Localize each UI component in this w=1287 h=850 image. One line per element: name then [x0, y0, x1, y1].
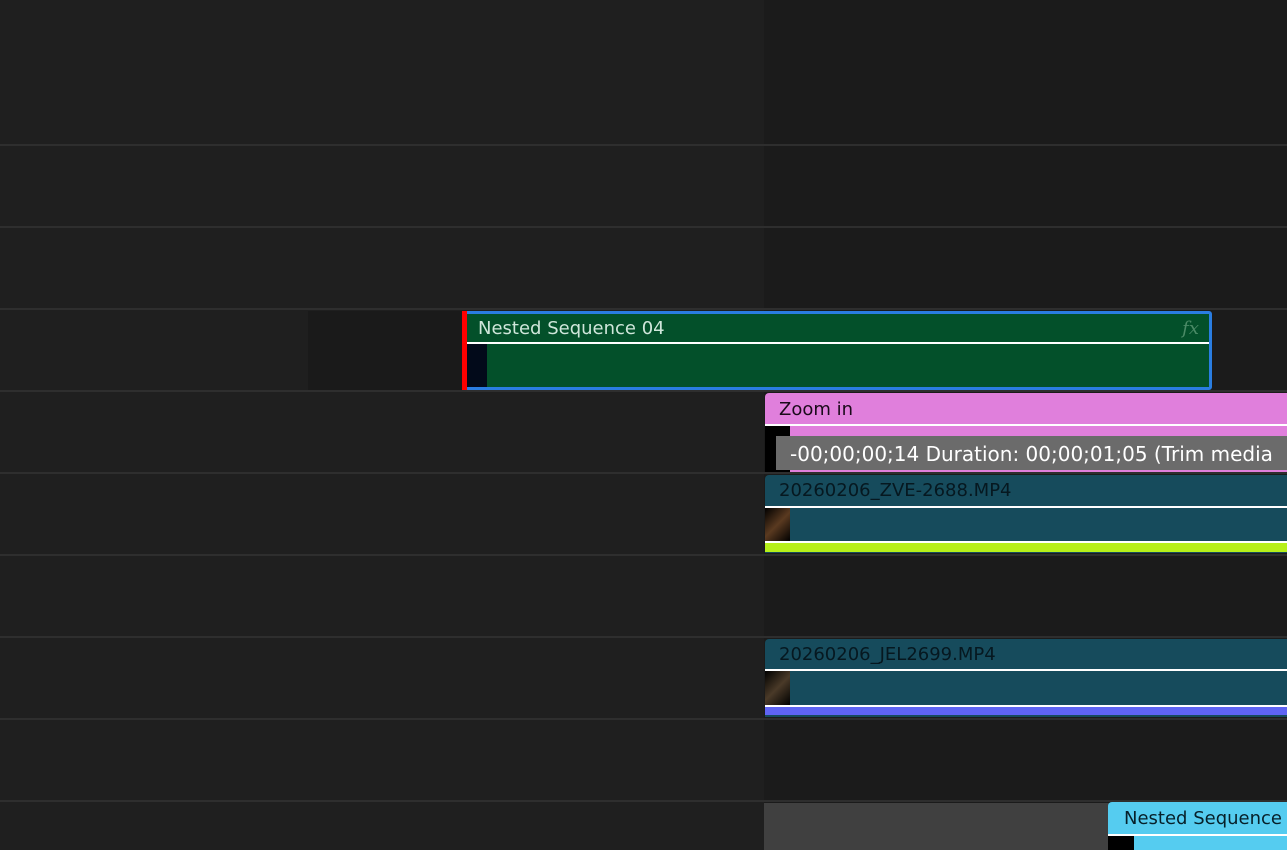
clip-thumbnail	[467, 344, 487, 387]
clip-label: 20260206_ZVE-2688.MP4	[779, 480, 1012, 501]
track-divider	[0, 226, 1287, 228]
clip-label: Zoom in	[779, 399, 854, 420]
clip-label-color-bar	[765, 543, 1287, 552]
track-divider	[0, 554, 1287, 556]
track-divider	[0, 390, 1287, 392]
track-divider	[0, 800, 1287, 802]
fx-icon: fx	[1182, 318, 1199, 339]
clip-thumbnail	[765, 508, 790, 541]
trim-tooltip: -00;00;00;14 Duration: 00;00;01;05 (Trim…	[776, 436, 1287, 470]
clip-thumbnail	[1108, 836, 1134, 850]
clip-nested-sequence[interactable]: Nested Sequence 0	[1108, 802, 1287, 850]
trim-edge-handle[interactable]	[462, 311, 467, 390]
clip-label: 20260206_JEL2699.MP4	[779, 644, 996, 665]
track-divider	[0, 718, 1287, 720]
clip-20260206-jel2699[interactable]: 20260206_JEL2699.MP4	[765, 639, 1287, 717]
track-divider	[0, 636, 1287, 638]
clip-divider	[765, 506, 1287, 508]
clip-nested-sequence-04[interactable]: Nested Sequence 04 fx	[464, 311, 1212, 390]
clip-label: Nested Sequence 04	[478, 318, 665, 339]
clip-divider	[765, 669, 1287, 671]
track-gap	[308, 311, 462, 391]
clip-thumbnail	[765, 671, 790, 705]
clip-label-color-bar	[765, 707, 1287, 715]
clip-divider	[765, 541, 1287, 543]
clip-20260206-zve-2688[interactable]: 20260206_ZVE-2688.MP4	[765, 475, 1287, 553]
track-divider	[0, 472, 1287, 474]
track-divider	[0, 308, 1287, 310]
track-divider	[0, 144, 1287, 146]
clip-divider	[467, 342, 1209, 344]
clip-divider	[1108, 834, 1287, 836]
clip-label: Nested Sequence 0	[1124, 808, 1287, 829]
clip-divider	[765, 424, 1287, 426]
clip-divider	[765, 705, 1287, 707]
